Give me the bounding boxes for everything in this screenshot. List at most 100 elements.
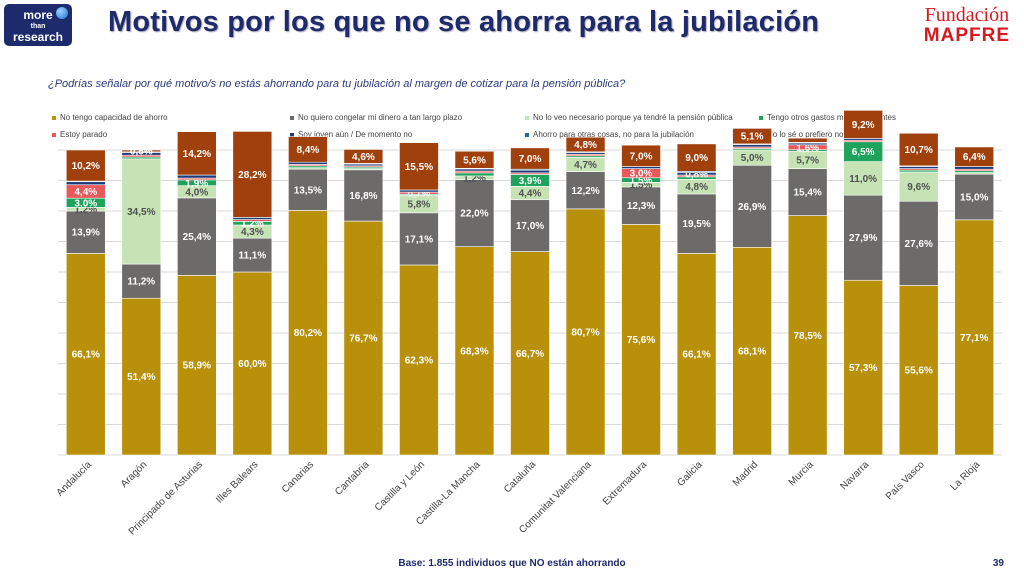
bar-segment — [454, 150, 495, 169]
logo-right-line-2: MAPFRE — [923, 25, 1010, 46]
data-label: 51,4% — [127, 372, 155, 383]
bar-segment — [121, 158, 162, 265]
data-label: 0,6% — [130, 146, 153, 157]
bar-segment — [343, 220, 384, 456]
bar-segment — [232, 271, 273, 456]
data-label: 5,0% — [741, 153, 764, 164]
data-label: 5,7% — [796, 155, 819, 166]
data-label: 11,1% — [238, 251, 266, 262]
data-label: 7,0% — [519, 154, 542, 165]
bar-segment — [732, 128, 772, 145]
category-label: Cantabria — [333, 459, 372, 498]
bar-segment — [177, 275, 217, 456]
legend-label: No tengo capacidad de ahorro — [60, 113, 168, 122]
data-label: 9,0% — [685, 153, 708, 164]
bar-segment — [121, 149, 162, 153]
legend-label: Estoy parado — [60, 130, 108, 139]
logo-left-word-2: than — [30, 23, 46, 30]
data-label: 9,2% — [852, 120, 875, 131]
data-label: 1,2% — [241, 219, 264, 230]
category-label: Castilla y León — [373, 459, 427, 513]
bar-segment — [288, 136, 328, 163]
legend-swatch — [525, 132, 529, 137]
data-label: 4,6% — [352, 152, 375, 163]
data-label: 28,2% — [238, 170, 266, 181]
bar-segment — [399, 189, 439, 193]
bar-segment — [454, 246, 495, 456]
data-label: 15,4% — [793, 188, 821, 199]
data-label: 68,1% — [738, 347, 766, 358]
bar-segment — [898, 285, 939, 456]
data-label: 4,8% — [685, 182, 708, 193]
category-label: Illes Balears — [214, 459, 260, 505]
data-label: 14,2% — [183, 149, 211, 160]
bar-segment — [343, 149, 384, 164]
category-label: Navarra — [838, 459, 871, 492]
data-label: 26,9% — [738, 202, 766, 213]
bar-segment — [843, 110, 883, 139]
logo-right-line-1: Fundación — [924, 4, 1010, 26]
data-label: 13,9% — [72, 228, 100, 239]
data-label: 4,4% — [519, 189, 542, 200]
data-label: 3,0% — [74, 198, 97, 209]
data-label: 55,6% — [905, 366, 933, 377]
bar-segment — [954, 146, 995, 167]
bar-segment — [787, 215, 828, 456]
data-label: 10,2% — [72, 161, 100, 172]
data-label: 0,7% — [408, 189, 431, 200]
data-label: 1,2% — [74, 205, 97, 216]
bar-segment — [121, 263, 162, 299]
legend-label: Ahorro para otras cosas, no para la jubi… — [533, 130, 694, 139]
globe-icon — [56, 7, 68, 19]
bar-segment — [510, 199, 550, 252]
legend-swatch — [525, 115, 529, 120]
category-label: Madrid — [731, 459, 760, 488]
category-label: País Vasco — [884, 459, 927, 502]
bar-segment — [121, 297, 162, 456]
data-label: 4,8% — [574, 140, 597, 151]
bar-segment — [177, 131, 217, 176]
bar-segment — [898, 166, 939, 169]
legend-swatch — [759, 115, 763, 120]
data-label: 15,5% — [405, 162, 433, 173]
bar-segment — [454, 179, 495, 247]
legend-label: No lo sé o prefiero no contestar — [767, 130, 879, 139]
bar-segment — [288, 210, 328, 456]
bar-segment — [510, 251, 550, 456]
category-label: Cataluña — [502, 459, 538, 495]
data-label: 4,0% — [185, 187, 208, 198]
data-label: 4,3% — [241, 227, 264, 238]
data-label: 3,0% — [630, 169, 653, 180]
data-label: 27,6% — [905, 239, 933, 250]
data-label: 77,1% — [960, 333, 988, 344]
data-label: 4,7% — [574, 160, 597, 171]
legend-item: Tengo otros gastos más importantes — [759, 113, 896, 122]
data-label: 1,9% — [185, 178, 208, 189]
legend-item: Soy joven aún / De momento no — [290, 130, 412, 139]
data-label: 34,5% — [127, 207, 155, 218]
bar-segment — [565, 208, 606, 456]
data-label: 17,0% — [516, 221, 544, 232]
data-label: 6,4% — [963, 152, 986, 163]
bar-segment — [454, 172, 495, 177]
category-label: Galicia — [675, 459, 705, 489]
data-label: 75,6% — [627, 335, 655, 346]
bar-segment — [565, 136, 606, 153]
bar-segment — [676, 143, 717, 172]
bar-segment — [399, 264, 439, 456]
survey-question: ¿Podrías señalar por qué motivo/s no est… — [48, 78, 626, 90]
data-label: 15,0% — [960, 192, 988, 203]
data-label: 10,7% — [905, 145, 933, 156]
data-label: 7,0% — [630, 151, 653, 162]
bar-segment — [232, 237, 273, 273]
chart-legend: No tengo capacidad de ahorro No quiero co… — [52, 113, 952, 147]
data-label: 19,5% — [682, 219, 710, 230]
legend-swatch — [52, 115, 56, 120]
bar-segment — [954, 219, 995, 456]
category-label: Murcia — [787, 459, 816, 488]
bar-segment — [454, 168, 495, 172]
data-label: 60,0% — [238, 359, 266, 370]
data-label: 3,9% — [519, 176, 542, 187]
bar-segment — [621, 166, 661, 169]
bar-segment — [288, 161, 328, 165]
